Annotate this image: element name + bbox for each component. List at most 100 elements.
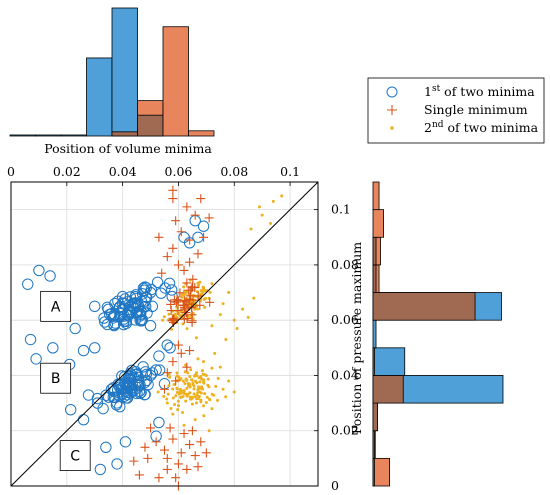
- y-tick-label: 0.02: [331, 423, 359, 438]
- data-point-circle: [197, 220, 210, 232]
- data-point-dot: [167, 384, 171, 388]
- data-point-circle: [30, 353, 42, 365]
- data-point-dot: [210, 324, 214, 328]
- data-point-dot: [162, 394, 166, 398]
- data-point-plus: [171, 473, 181, 483]
- data-point-dot: [212, 393, 216, 397]
- data-point-plus: [151, 437, 161, 447]
- data-point-dot: [214, 384, 218, 388]
- data-point-plus: [176, 348, 186, 358]
- data-point-dot: [161, 318, 165, 322]
- data-point-plus: [168, 357, 178, 367]
- data-point-circle: [135, 315, 148, 327]
- data-point-dot: [197, 283, 201, 287]
- data-point-dot: [184, 399, 188, 403]
- data-point-plus: [140, 442, 150, 452]
- data-point-dot: [210, 366, 214, 370]
- data-point-circle: [178, 231, 190, 243]
- data-point-dot: [199, 398, 203, 402]
- region-labels: A B C: [40, 290, 91, 472]
- data-point-plus: [157, 268, 167, 278]
- data-point-dot: [203, 305, 207, 309]
- data-point-circle: [97, 402, 109, 415]
- data-point-circle: [24, 333, 37, 346]
- top-hist-overlap-bar: [111, 131, 138, 137]
- plot-frame: [10, 181, 319, 487]
- data-point-dot: [204, 400, 208, 404]
- data-point-plus: [185, 235, 195, 245]
- data-point-dot: [207, 429, 211, 433]
- scatter-markers: [22, 185, 284, 491]
- data-point-dot: [221, 387, 225, 391]
- data-point-plus: [160, 384, 169, 394]
- data-point-dot: [218, 365, 222, 369]
- y-tick-label: 0.04: [331, 367, 359, 382]
- data-point-dot: [227, 379, 231, 383]
- data-point-dot: [166, 392, 170, 396]
- data-point-dot: [192, 387, 196, 391]
- data-point-plus: [179, 265, 189, 275]
- data-point-dot: [172, 382, 176, 386]
- y-tick-label: 0.1: [331, 202, 351, 217]
- data-point-dot: [208, 397, 212, 401]
- data-point-dot: [175, 371, 179, 375]
- data-point-circle: [109, 384, 121, 397]
- data-point-circle: [64, 403, 77, 416]
- data-point-dot: [232, 318, 236, 322]
- legend-marker-circle: [386, 86, 398, 98]
- data-point-dot: [202, 414, 206, 418]
- data-point-dot: [190, 402, 194, 406]
- data-point-plus: [179, 428, 189, 438]
- series-circle: [22, 214, 210, 476]
- data-point-circle: [91, 397, 104, 409]
- data-point-circle: [118, 310, 130, 322]
- data-point-circle: [77, 344, 90, 357]
- region-label-box: [40, 362, 72, 394]
- right-hist-overlap-bar: [372, 292, 476, 321]
- data-point-dot: [224, 338, 228, 342]
- y-tick-label: 0.06: [331, 312, 359, 327]
- data-point-dot: [199, 391, 203, 395]
- data-point-dot: [177, 375, 181, 379]
- legend-marker-dot: [390, 126, 394, 130]
- data-point-dot: [180, 295, 184, 299]
- data-point-plus: [166, 299, 176, 309]
- data-point-circle: [153, 364, 166, 376]
- data-point-dot: [195, 374, 199, 378]
- data-point-plus: [185, 257, 195, 267]
- data-point-dot: [252, 296, 256, 300]
- data-point-dot: [177, 392, 181, 396]
- data-point-circle: [161, 339, 173, 351]
- data-point-dot: [200, 377, 204, 381]
- data-point-dot: [197, 394, 201, 398]
- data-point-plus: [193, 291, 203, 301]
- data-point-dot: [200, 369, 204, 373]
- data-point-circle: [134, 308, 147, 320]
- data-point-dot: [193, 307, 197, 311]
- series-plus: [129, 185, 215, 491]
- data-point-dot: [175, 386, 179, 390]
- data-point-plus: [178, 300, 188, 310]
- data-point-dot: [176, 408, 180, 412]
- data-point-plus: [173, 260, 183, 270]
- data-point-dot: [179, 395, 183, 399]
- data-point-circle: [47, 342, 59, 354]
- data-point-dot: [210, 282, 214, 286]
- data-point-dot: [173, 403, 177, 407]
- data-point-circle: [150, 364, 162, 376]
- data-point-dot: [182, 285, 186, 289]
- data-point-circle: [140, 374, 153, 387]
- data-point-dot: [206, 377, 210, 381]
- data-point-dot: [184, 377, 188, 381]
- data-point-plus: [182, 202, 192, 212]
- data-point-plus: [168, 243, 178, 253]
- data-point-circle: [22, 278, 34, 290]
- data-point-dot: [280, 194, 284, 198]
- data-point-circle: [94, 463, 107, 476]
- data-point-plus: [185, 295, 195, 305]
- data-point-dot: [216, 376, 220, 380]
- data-point-dot: [183, 370, 187, 374]
- data-point-plus: [129, 456, 139, 466]
- data-point-dot: [196, 388, 200, 392]
- data-point-plus: [168, 434, 178, 444]
